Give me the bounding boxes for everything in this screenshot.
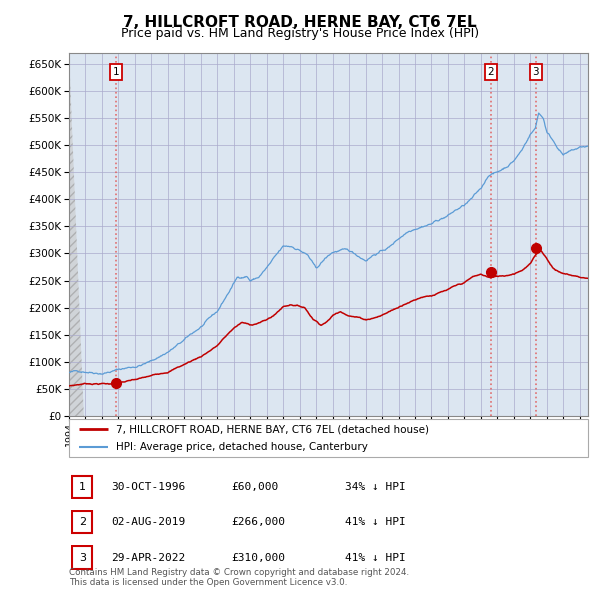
Polygon shape: [69, 53, 84, 416]
Text: 7, HILLCROFT ROAD, HERNE BAY, CT6 7EL (detached house): 7, HILLCROFT ROAD, HERNE BAY, CT6 7EL (d…: [116, 424, 429, 434]
Text: 2: 2: [79, 517, 86, 527]
Text: 7, HILLCROFT ROAD, HERNE BAY, CT6 7EL: 7, HILLCROFT ROAD, HERNE BAY, CT6 7EL: [123, 15, 477, 30]
FancyBboxPatch shape: [69, 419, 588, 457]
Text: 2: 2: [487, 67, 494, 77]
Text: £266,000: £266,000: [231, 517, 285, 527]
Text: 29-APR-2022: 29-APR-2022: [111, 553, 185, 562]
FancyBboxPatch shape: [72, 511, 92, 533]
Text: 1: 1: [79, 482, 86, 491]
Text: 3: 3: [79, 553, 86, 562]
Text: 3: 3: [532, 67, 539, 77]
Text: HPI: Average price, detached house, Canterbury: HPI: Average price, detached house, Cant…: [116, 442, 368, 452]
FancyBboxPatch shape: [72, 476, 92, 498]
Text: 02-AUG-2019: 02-AUG-2019: [111, 517, 185, 527]
Text: 30-OCT-1996: 30-OCT-1996: [111, 482, 185, 491]
Text: Contains HM Land Registry data © Crown copyright and database right 2024.
This d: Contains HM Land Registry data © Crown c…: [69, 568, 409, 587]
Text: £60,000: £60,000: [231, 482, 278, 491]
Text: 1: 1: [112, 67, 119, 77]
Text: 41% ↓ HPI: 41% ↓ HPI: [345, 553, 406, 562]
Text: £310,000: £310,000: [231, 553, 285, 562]
Text: 41% ↓ HPI: 41% ↓ HPI: [345, 517, 406, 527]
FancyBboxPatch shape: [72, 546, 92, 569]
Text: Price paid vs. HM Land Registry's House Price Index (HPI): Price paid vs. HM Land Registry's House …: [121, 27, 479, 40]
Text: 34% ↓ HPI: 34% ↓ HPI: [345, 482, 406, 491]
